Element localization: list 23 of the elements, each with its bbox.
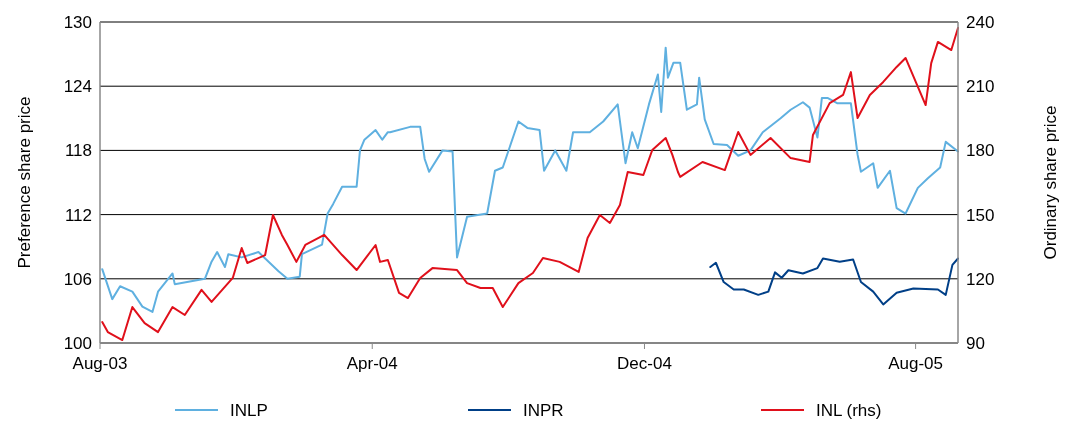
line-series xyxy=(101,46,959,313)
y2-tick-label: 210 xyxy=(966,77,995,97)
y-tick-label: 130 xyxy=(63,12,92,32)
y-tick-label: 124 xyxy=(63,77,92,97)
x-tick-label: Apr-04 xyxy=(346,354,398,373)
y2-tick-label: 120 xyxy=(966,269,995,289)
line-series xyxy=(709,257,959,306)
y2-tick-label: 180 xyxy=(966,141,995,161)
y-axis-title: Preference share price xyxy=(15,96,34,269)
legend-label: INL (rhs) xyxy=(816,400,882,420)
y-tick-label: 100 xyxy=(63,333,92,353)
y-tick-label: 118 xyxy=(64,141,92,161)
legend-label: INPR xyxy=(523,400,564,420)
y2-tick-label: 90 xyxy=(966,333,985,353)
x-tick-label: Dec-04 xyxy=(617,354,672,373)
y2-tick-label: 150 xyxy=(966,205,995,225)
y-tick-label: 112 xyxy=(64,205,92,225)
legend-label: INLP xyxy=(230,400,268,420)
y2-tick-label: 240 xyxy=(966,12,995,32)
x-tick-label: Aug-03 xyxy=(72,354,128,373)
x-tick-label: Aug-05 xyxy=(888,354,944,373)
y2-axis-title: Ordinary share price xyxy=(1041,105,1060,260)
y-tick-label: 106 xyxy=(63,269,92,289)
